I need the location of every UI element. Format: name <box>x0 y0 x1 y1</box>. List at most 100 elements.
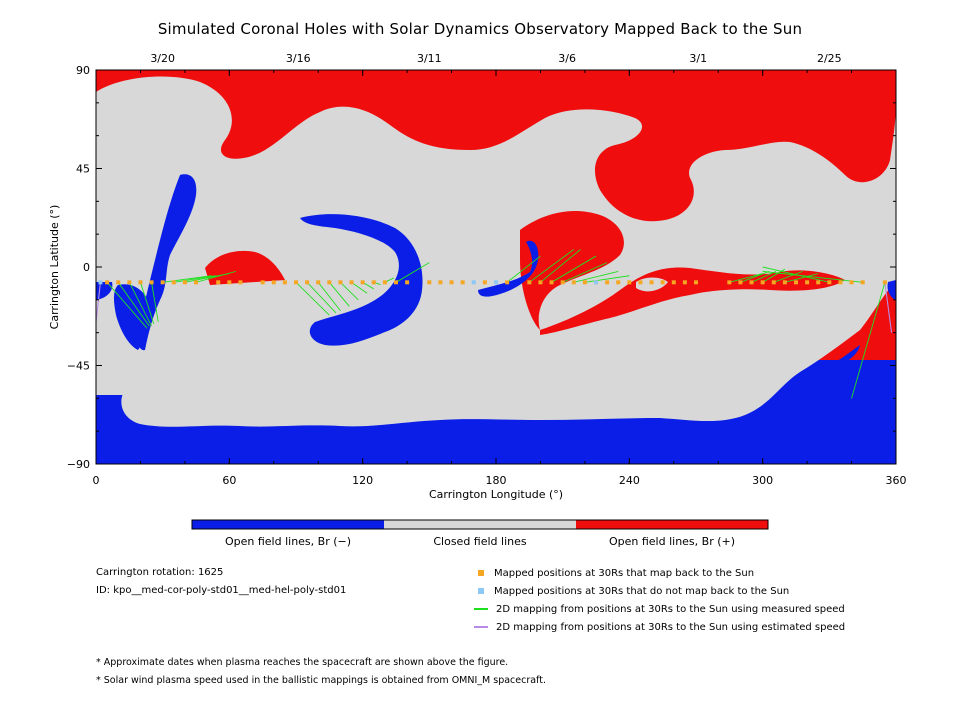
x-tick-label: 360 <box>886 474 907 487</box>
open-positive-band <box>540 267 845 335</box>
x-axis-label: Carrington Longitude (°) <box>429 488 563 501</box>
mapped-position-marker <box>727 280 732 285</box>
open-negative-hole <box>137 174 197 351</box>
y-tick-label: 0 <box>83 261 90 274</box>
colorbar-label-open-negative: Open field lines, Br (−) <box>224 535 352 548</box>
mapped-position-marker <box>438 280 443 285</box>
mapped-position-marker <box>660 280 665 285</box>
estimated-speed-link <box>884 282 893 333</box>
mapped-position-marker <box>116 280 121 285</box>
mapped-position-marker <box>860 280 865 285</box>
mapped-position-marker <box>560 280 565 285</box>
legend-swatch-estimated <box>474 626 488 628</box>
mapped-position-marker <box>549 280 554 285</box>
x-tick-label: 300 <box>752 474 773 487</box>
measured-speed-link <box>573 270 619 283</box>
mapped-position-marker <box>171 280 176 285</box>
x-tick-label: 60 <box>222 474 236 487</box>
closed-field-region <box>96 76 896 427</box>
mapped-position-marker <box>349 280 354 285</box>
mapped-position-marker <box>427 280 432 285</box>
x-tick-label: 180 <box>486 474 507 487</box>
measured-speed-link <box>784 273 819 283</box>
unmapped-positions <box>98 280 598 285</box>
mapped-position-marker <box>671 280 676 285</box>
legend-unmapped: Mapped positions at 30Rs that do not map… <box>478 584 789 598</box>
mapped-position-marker <box>194 280 198 285</box>
mapped-position-marker <box>694 280 698 285</box>
mapped-position-marker <box>338 280 343 285</box>
colorbar-open-negative <box>192 520 384 529</box>
y-tick-label: 90 <box>76 64 90 77</box>
date-tick-label: 3/1 <box>689 52 707 65</box>
open-negative-wisp <box>795 345 860 400</box>
mapped-position-marker <box>216 280 221 285</box>
open-negative-hole <box>478 240 539 297</box>
colorbar-label-open-positive: Open field lines, Br (+) <box>608 535 736 548</box>
legend-swatch-measured <box>474 608 488 610</box>
mapped-position-marker <box>638 280 643 285</box>
open-negative-hole <box>300 214 423 346</box>
mapped-position-marker <box>760 280 765 285</box>
measured-speed-link <box>306 282 337 314</box>
mapped-position-marker <box>649 280 654 285</box>
measured-speed-link <box>295 282 330 316</box>
measured-speed-link <box>506 255 541 283</box>
legend-estimated: 2D mapping from positions at 30Rs to the… <box>474 620 845 634</box>
mapped-position-marker <box>382 280 387 285</box>
closed-field-lobe <box>700 198 774 261</box>
closed-field-island <box>636 277 668 292</box>
mapped-position-marker <box>482 280 487 285</box>
measured-speed-link <box>328 282 350 307</box>
measured-speed-link <box>195 270 237 283</box>
measured-speed-links <box>106 249 886 399</box>
model-id: ID: kpo__med-cor-poly-std01__med-hel-pol… <box>96 585 347 596</box>
mapped-position-marker <box>749 280 754 285</box>
mapped-position-marker <box>582 280 587 285</box>
mapped-position-marker <box>449 280 454 285</box>
unmapped-position-marker <box>471 280 476 285</box>
mapped-position-marker <box>294 280 298 285</box>
mapped-position-marker <box>138 280 143 285</box>
measured-speed-link <box>340 282 359 301</box>
mapped-position-marker <box>160 280 165 285</box>
axes: 0 60 120 180 240 300 360 90 45 0 −45 −90 3/20 3/16 3/1… <box>48 52 907 501</box>
chart-title: Simulated Coronal Holes with Solar Dynam… <box>157 20 803 38</box>
mapped-position-marker <box>794 280 798 285</box>
legend-mapped: Mapped positions at 30Rs that map back t… <box>478 566 754 580</box>
date-tick-label: 3/6 <box>558 52 576 65</box>
mapped-position-marker <box>627 280 632 285</box>
mapped-position-marker <box>327 280 332 285</box>
measured-speed-link <box>128 282 152 327</box>
mapped-position-marker <box>571 280 576 285</box>
legend-label-mapped: Mapped positions at 30Rs that map back t… <box>494 567 755 579</box>
measured-speed-link <box>540 249 581 283</box>
mapped-position-marker <box>316 280 321 285</box>
mapped-position-marker <box>127 280 132 285</box>
mapped-position-marker <box>460 280 465 285</box>
measured-speed-link <box>117 282 150 327</box>
mapped-position-marker <box>816 280 821 285</box>
colorbar <box>191 519 769 530</box>
measured-speed-link <box>395 262 430 283</box>
mapped-position-marker <box>838 280 843 285</box>
mapped-position-marker <box>882 280 887 285</box>
legend-label-measured: 2D mapping from positions at 30Rs to the… <box>496 603 845 615</box>
measured-speed-link <box>584 275 630 283</box>
date-tick-label: 3/11 <box>417 52 442 65</box>
unmapped-position-marker <box>494 280 498 285</box>
closed-field-lobe <box>820 183 870 207</box>
mapped-position-marker <box>682 280 687 285</box>
unmapped-position-marker <box>98 280 103 285</box>
mapped-position-marker <box>605 280 610 285</box>
open-negative-hole <box>887 280 896 300</box>
footnote-omni: * Solar wind plasma speed used in the ba… <box>96 675 546 686</box>
legend-swatch-mapped <box>478 570 484 576</box>
date-tick-label: 3/20 <box>150 52 175 65</box>
measured-speed-link <box>773 270 803 283</box>
colorbar-label-closed: Closed field lines <box>433 535 527 548</box>
mapped-position-marker <box>371 280 376 285</box>
mapped-position-marker <box>260 280 265 285</box>
mapped-position-marker <box>827 280 832 285</box>
